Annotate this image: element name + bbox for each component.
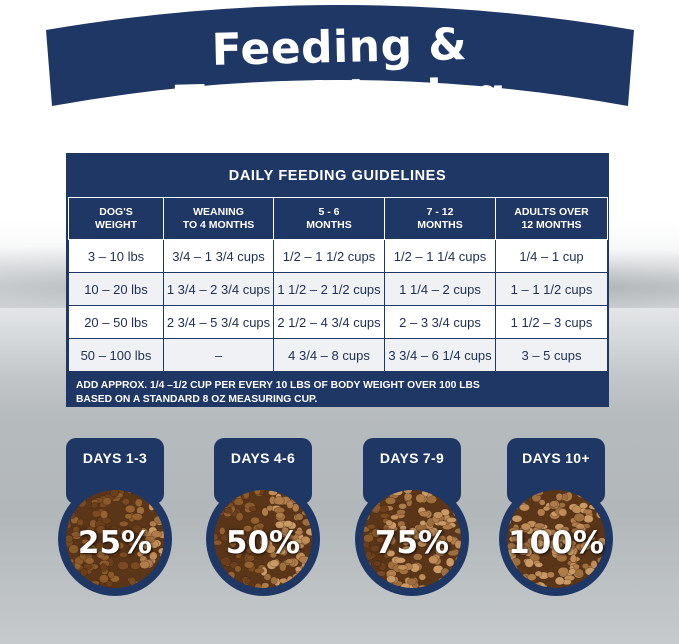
table-cell: 3/4 – 1 3/4 cups bbox=[163, 239, 274, 273]
table-cell: 10 – 20 lbs bbox=[68, 272, 164, 306]
table-cell: 2 – 3 3/4 cups bbox=[384, 305, 496, 339]
kibble-bowl-image bbox=[363, 490, 461, 588]
header-row: DOG'S WEIGHT WEANING TO 4 MONTHS 5 - 6 MONT… bbox=[68, 197, 608, 240]
feeding-guidelines-table: DAILY FEEDING GUIDELINES DOG'S WEIGHT WEA… bbox=[66, 153, 609, 407]
transition-percent: 25% bbox=[77, 525, 153, 561]
page-title: Feeding & Transitioning bbox=[174, 19, 507, 128]
table-cell: 3 – 10 lbs bbox=[68, 239, 164, 273]
table-cell: 2 1/2 – 4 3/4 cups bbox=[273, 305, 385, 339]
transition-badge-days-4-6: DAYS 4-6 50% bbox=[206, 438, 328, 596]
table-row: 20 – 50 lbs 2 3/4 – 5 3/4 cups 2 1/2 – 4… bbox=[68, 305, 608, 339]
badge-label: DAYS 1-3 bbox=[82, 450, 148, 466]
transition-percent: 50% bbox=[225, 525, 301, 561]
table-cell: 1 1/4 – 2 cups bbox=[384, 272, 496, 306]
table-cell: 3 – 5 cups bbox=[495, 338, 608, 372]
transition-badge-days-7-9: DAYS 7-9 75% bbox=[355, 438, 477, 596]
table-footnote: ADD APPROX. 1/4 –1/2 CUP PER EVERY 10 LB… bbox=[68, 372, 607, 407]
table-cell: 1 1/2 – 3 cups bbox=[495, 305, 608, 339]
col-header-weight: DOG'S WEIGHT bbox=[68, 197, 164, 240]
kibble-bowl-image bbox=[507, 490, 605, 588]
table-title: DAILY FEEDING GUIDELINES bbox=[228, 168, 447, 184]
table-row: 50 – 100 lbs – 4 3/4 – 8 cups 3 3/4 – 6 … bbox=[68, 338, 608, 372]
banner-shape bbox=[46, 5, 634, 106]
table-row: 3 – 10 lbs 3/4 – 1 3/4 cups 1/2 – 1 1/2 … bbox=[68, 239, 608, 273]
transition-badge-days-10-plus: DAYS 10+ 100% bbox=[499, 438, 621, 596]
transition-badge-days-1-3: DAYS 1-3 25% bbox=[58, 438, 180, 596]
guidelines-grid: DOG'S WEIGHT WEANING TO 4 MONTHS 5 - 6 MONT… bbox=[68, 197, 608, 372]
transition-percent: 100% bbox=[508, 525, 604, 561]
table-cell: 3 3/4 – 6 1/4 cups bbox=[384, 338, 496, 372]
table-cell: 50 – 100 lbs bbox=[68, 338, 164, 372]
footnote-line-1: ADD APPROX. 1/4 –1/2 CUP PER EVERY 10 LB… bbox=[76, 380, 480, 391]
table-cell: 4 3/4 – 8 cups bbox=[273, 338, 385, 372]
table-row: 10 – 20 lbs 1 3/4 – 2 3/4 cups 1 1/2 – 2… bbox=[68, 272, 608, 306]
badge-label: DAYS 10+ bbox=[522, 450, 590, 466]
footnote-line-2: BASED ON A STANDARD 8 OZ MEASURING CUP. bbox=[76, 394, 318, 405]
table-cell: – bbox=[163, 338, 274, 372]
table-cell: 1/2 – 1 1/4 cups bbox=[384, 239, 496, 273]
table-cell: 2 3/4 – 5 3/4 cups bbox=[163, 305, 274, 339]
col-header-5-6-months: 5 - 6 MONTHS bbox=[273, 197, 385, 240]
table-cell: 1 1/2 – 2 1/2 cups bbox=[273, 272, 385, 306]
col-header-adults: ADULTS OVER 12 MONTHS bbox=[495, 197, 608, 240]
table-cell: 1 3/4 – 2 3/4 cups bbox=[163, 272, 274, 306]
badge-label: DAYS 7-9 bbox=[379, 450, 445, 466]
table-cell: 20 – 50 lbs bbox=[68, 305, 164, 339]
transition-percent: 75% bbox=[374, 525, 450, 561]
table-cell: 1/2 – 1 1/2 cups bbox=[273, 239, 385, 273]
table-cell: 1 – 1 1/2 cups bbox=[495, 272, 608, 306]
title-banner: Feeding & Transitioning bbox=[44, 2, 636, 128]
badge-label: DAYS 4-6 bbox=[230, 450, 296, 466]
col-header-weaning: WEANING TO 4 MONTHS bbox=[163, 197, 274, 240]
table-cell: 1/4 – 1 cup bbox=[495, 239, 608, 273]
col-header-7-12-months: 7 - 12 MONTHS bbox=[384, 197, 496, 240]
